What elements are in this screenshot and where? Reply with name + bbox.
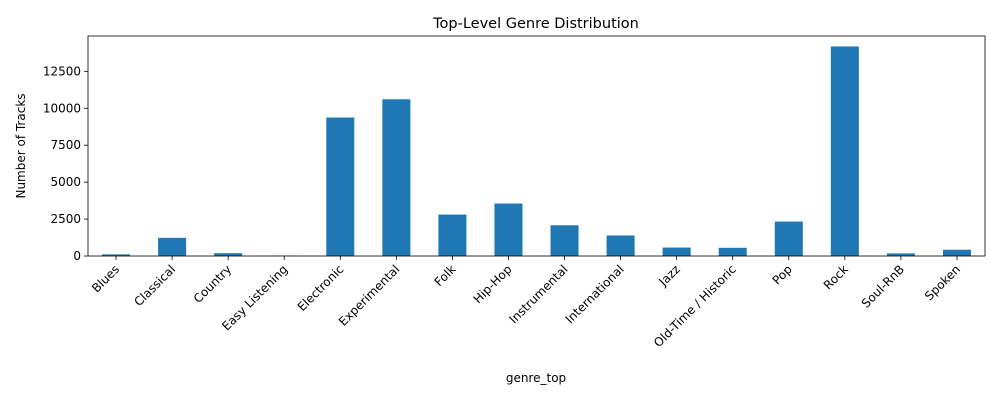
y-axis-label: Number of Tracks (14, 93, 28, 198)
bar-electronic (326, 118, 354, 256)
x-tick-label: Jazz (656, 262, 683, 289)
x-tick-label: Rock (821, 262, 851, 292)
bar-folk (438, 215, 466, 256)
bar-country (214, 253, 242, 256)
y-tick-label: 2500 (50, 212, 81, 226)
y-tick-label: 12500 (43, 64, 81, 78)
y-tick-label: 7500 (50, 138, 81, 152)
bar-international (607, 235, 635, 256)
bar-experimental (382, 99, 410, 256)
x-tick-label: International (563, 262, 627, 326)
x-tick-label: Pop (770, 262, 795, 287)
bar-pop (775, 222, 803, 256)
x-tick-label: Hip-Hop (471, 262, 515, 306)
y-tick-label: 5000 (50, 175, 81, 189)
x-tick-label: Soul-RnB (859, 262, 907, 310)
plot-area: 0 2500 5000 7500 10000 12500 Blues Classical Cou… (43, 36, 985, 350)
bar-jazz (663, 248, 691, 256)
x-tick-label: Electronic (295, 262, 347, 314)
y-tick-label: 10000 (43, 101, 81, 115)
x-axis-label: genre_top (506, 371, 566, 385)
bar-rock (831, 46, 859, 256)
bar-old-time-historic (719, 248, 747, 256)
x-tick-label: Country (191, 262, 235, 306)
bar-hip-hop (494, 204, 522, 256)
x-tick-label: Classical (131, 262, 178, 309)
x-tick-label: Spoken (922, 262, 963, 303)
x-tick-label: Instrumental (507, 262, 571, 326)
x-tick-label: Blues (89, 262, 122, 295)
bar-classical (158, 238, 186, 256)
bar-spoken (943, 250, 971, 256)
chart-title: Top-Level Genre Distribution (432, 16, 639, 32)
bar-instrumental (551, 225, 579, 256)
y-tick-label: 0 (73, 249, 81, 263)
x-tick-label: Folk (432, 262, 459, 289)
